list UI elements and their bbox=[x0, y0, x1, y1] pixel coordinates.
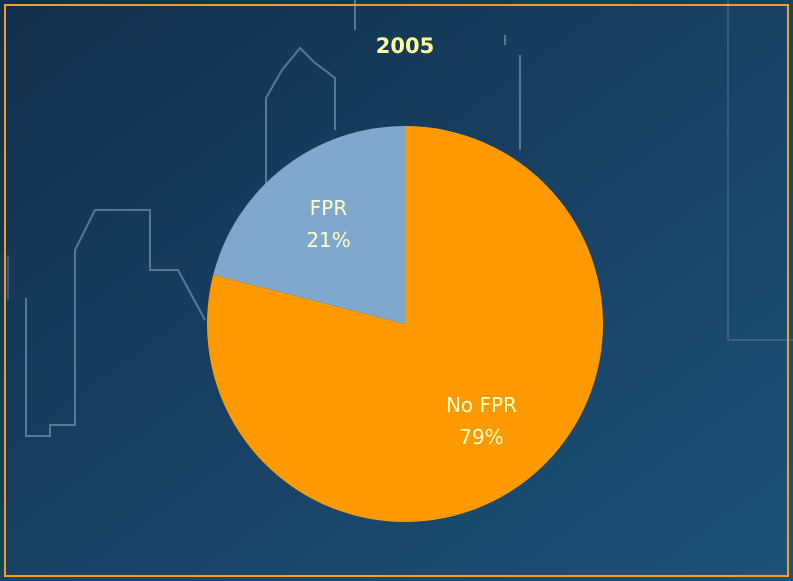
chart-title: 2005 bbox=[376, 34, 434, 58]
chart: 2005 No FPR 79% FPR 21% bbox=[0, 0, 793, 581]
slice-label: FPR bbox=[310, 196, 348, 220]
page: 2005 No FPR79%FPR21% (() => { const data… bbox=[0, 0, 793, 581]
slice-label: No FPR bbox=[446, 393, 517, 417]
value-label: 21% bbox=[306, 228, 350, 252]
value-label: 79% bbox=[459, 425, 503, 449]
